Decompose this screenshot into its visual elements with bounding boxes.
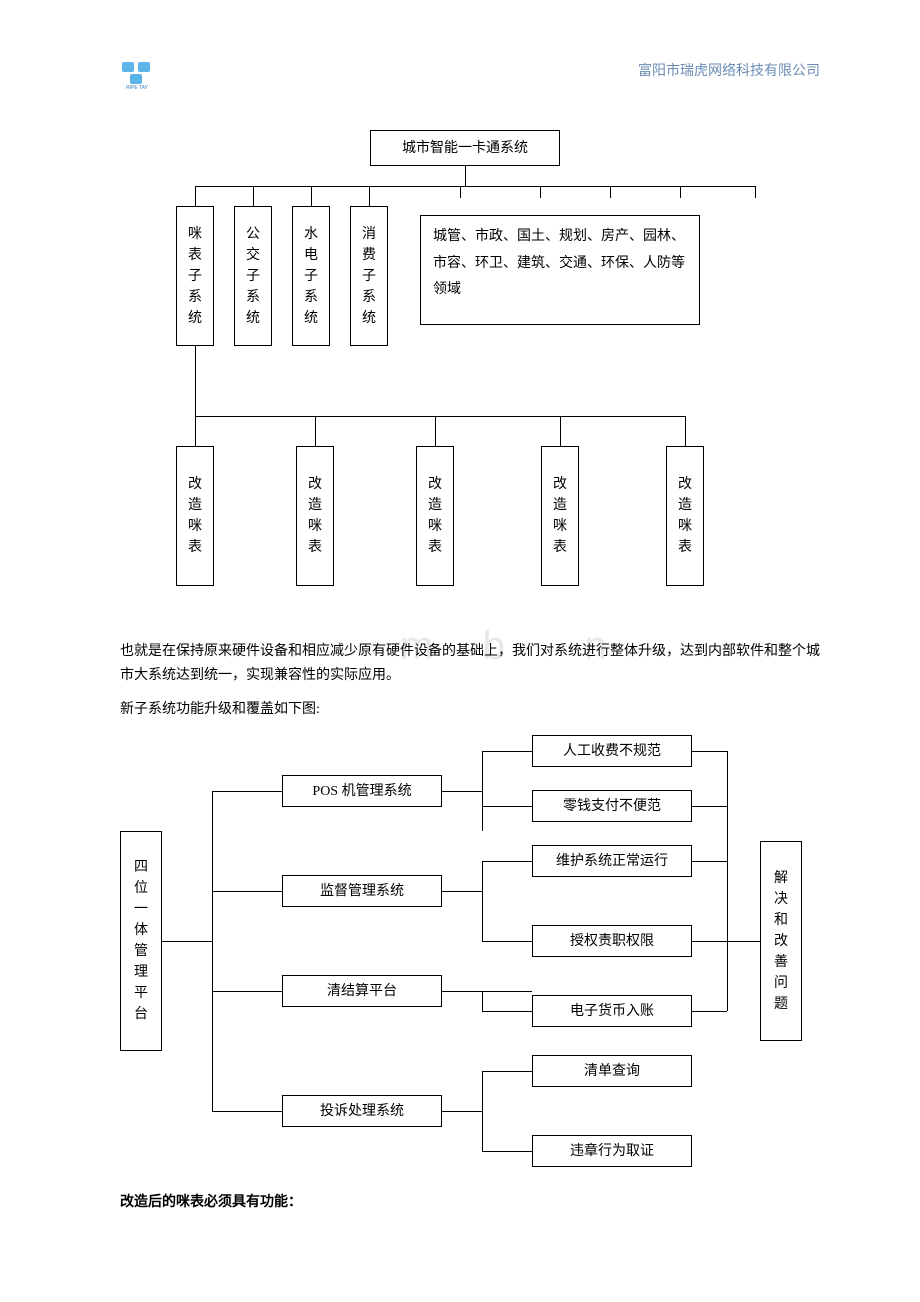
d1-leaf-3: 改造咪表 [541, 446, 579, 586]
d2-leaf-0-label: 人工收费不规范 [563, 741, 661, 762]
d2-leaf-3-label: 授权责职权限 [570, 931, 654, 952]
d2-mid-1: 监督管理系统 [282, 875, 442, 907]
d2-mid-0-label: POS 机管理系统 [312, 781, 411, 802]
d1-domain-box: 城管、市政、国土、规划、房产、园林、市容、环卫、建筑、交通、环保、人防等领域 [420, 215, 700, 325]
d2-leaf-1: 零钱支付不便范 [532, 790, 692, 822]
d2-leaf-4-label: 电子货币入账 [570, 1001, 654, 1022]
logo-icon: RIPE TAY [120, 60, 154, 90]
diagram-1: 城市智能一卡通系统 咪表子系统 公交子系统 水电子系统 消费子系统 [120, 130, 820, 620]
d2-leaf-6: 违章行为取证 [532, 1135, 692, 1167]
d2-leaf-0: 人工收费不规范 [532, 735, 692, 767]
d1-leaf-0: 改造咪表 [176, 446, 214, 586]
d2-leaf-2-label: 维护系统正常运行 [556, 851, 668, 872]
company-name: 富阳市瑞虎网络科技有限公司 [638, 60, 820, 80]
d2-leaf-1-label: 零钱支付不便范 [563, 796, 661, 817]
d1-sub-2: 水电子系统 [292, 206, 330, 346]
paragraph-2: 新子系统功能升级和覆盖如下图: [120, 698, 820, 722]
d1-domain-label: 城管、市政、国土、规划、房产、园林、市容、环卫、建筑、交通、环保、人防等领域 [433, 229, 685, 297]
d2-leaf-4: 电子货币入账 [532, 995, 692, 1027]
d2-right-root: 解决和改善问题 [760, 841, 802, 1041]
d2-mid-0: POS 机管理系统 [282, 775, 442, 807]
d2-mid-2: 清结算平台 [282, 975, 442, 1007]
d2-leaf-5-label: 清单查询 [584, 1061, 640, 1082]
diagram-2: 四位一体管理平台 解决和改善问题 POS 机管理系统 监督管理系统 清结算平台 … [120, 731, 820, 1161]
d2-mid-1-label: 监督管理系统 [320, 881, 404, 902]
d1-sub-3: 消费子系统 [350, 206, 388, 346]
d2-leaf-6-label: 违章行为取证 [570, 1141, 654, 1162]
svg-text:RIPE TAY: RIPE TAY [126, 85, 149, 90]
paragraph-3: 改造后的咪表必须具有功能： [120, 1191, 820, 1215]
d1-sub-0: 咪表子系统 [176, 206, 214, 346]
d2-mid-3: 投诉处理系统 [282, 1095, 442, 1127]
d1-leaf-2: 改造咪表 [416, 446, 454, 586]
d2-leaf-3: 授权责职权限 [532, 925, 692, 957]
d2-leaf-5: 清单查询 [532, 1055, 692, 1087]
d1-leaf-4: 改造咪表 [666, 446, 704, 586]
d2-leaf-2: 维护系统正常运行 [532, 845, 692, 877]
d1-leaf-1: 改造咪表 [296, 446, 334, 586]
page-header: RIPE TAY 富阳市瑞虎网络科技有限公司 [120, 60, 820, 100]
d2-mid-2-label: 清结算平台 [327, 981, 397, 1002]
paragraph-1: 也就是在保持原来硬件设备和相应减少原有硬件设备的基础上，我们对系统进行整体升级，… [120, 640, 820, 688]
d2-left-root: 四位一体管理平台 [120, 831, 162, 1051]
d1-root-label: 城市智能一卡通系统 [402, 138, 528, 159]
d1-root: 城市智能一卡通系统 [370, 130, 560, 166]
d1-sub-1: 公交子系统 [234, 206, 272, 346]
d2-mid-3-label: 投诉处理系统 [320, 1101, 404, 1122]
